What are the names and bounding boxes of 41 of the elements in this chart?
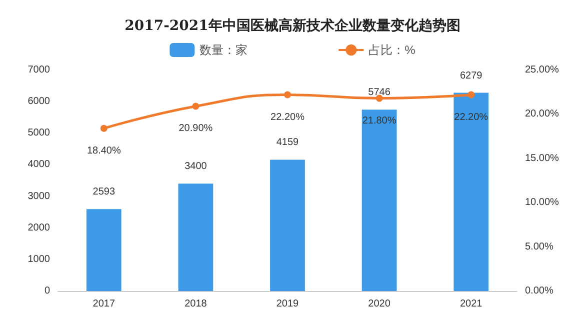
y-tick-label: 2000 [28,222,50,234]
point [468,91,475,98]
bar [86,209,122,291]
bar [454,92,489,291]
y2-tick-label: 25.00% [525,64,560,76]
y2-tick-label: 15.00% [525,152,560,164]
data-label: 6279 [460,70,483,82]
y-tick-label: 7000 [28,64,50,76]
data-label: 5746 [368,87,391,98]
y-tick-label: 3000 [28,190,50,202]
data-label: 22.20% [454,112,488,123]
bar [178,184,214,291]
data-label: 18.40% [86,145,121,156]
point [192,102,200,110]
data-label: 3400 [184,161,208,172]
y-tick-label: 0 [44,286,50,296]
bar [270,160,305,291]
x-tick-label: 2021 [460,298,483,310]
legend-label: 数量：家 [200,43,248,57]
x-tick-label: 2017 [92,298,116,310]
data-label: 21.80% [362,115,396,126]
chart-title: 2017-2021年中国医械高新技术企业数量变化趋势图 [124,17,460,34]
bar [362,110,397,291]
point [284,91,291,98]
y-tick-label: 5000 [28,128,50,139]
y2-tick-label: 10.00% [525,197,560,208]
data-label: 22.20% [270,112,305,123]
data-label: 20.90% [178,123,213,134]
y-tick-label: 6000 [28,96,50,108]
data-label: 4159 [276,137,300,148]
y-tick-label: 1000 [28,254,50,265]
y2-tick-label: 20.00% [525,108,560,120]
x-tick-label: 2018 [184,298,208,310]
x-tick-label: 2019 [276,298,300,310]
data-label: 2593 [92,186,116,198]
y2-tick-label: 5.00% [525,241,554,252]
point [100,124,108,132]
x-tick-label: 2020 [368,298,391,310]
legend-label: 占比：% [368,43,416,57]
y-tick-label: 4000 [28,159,50,170]
y2-tick-label: 0.00% [525,286,554,296]
